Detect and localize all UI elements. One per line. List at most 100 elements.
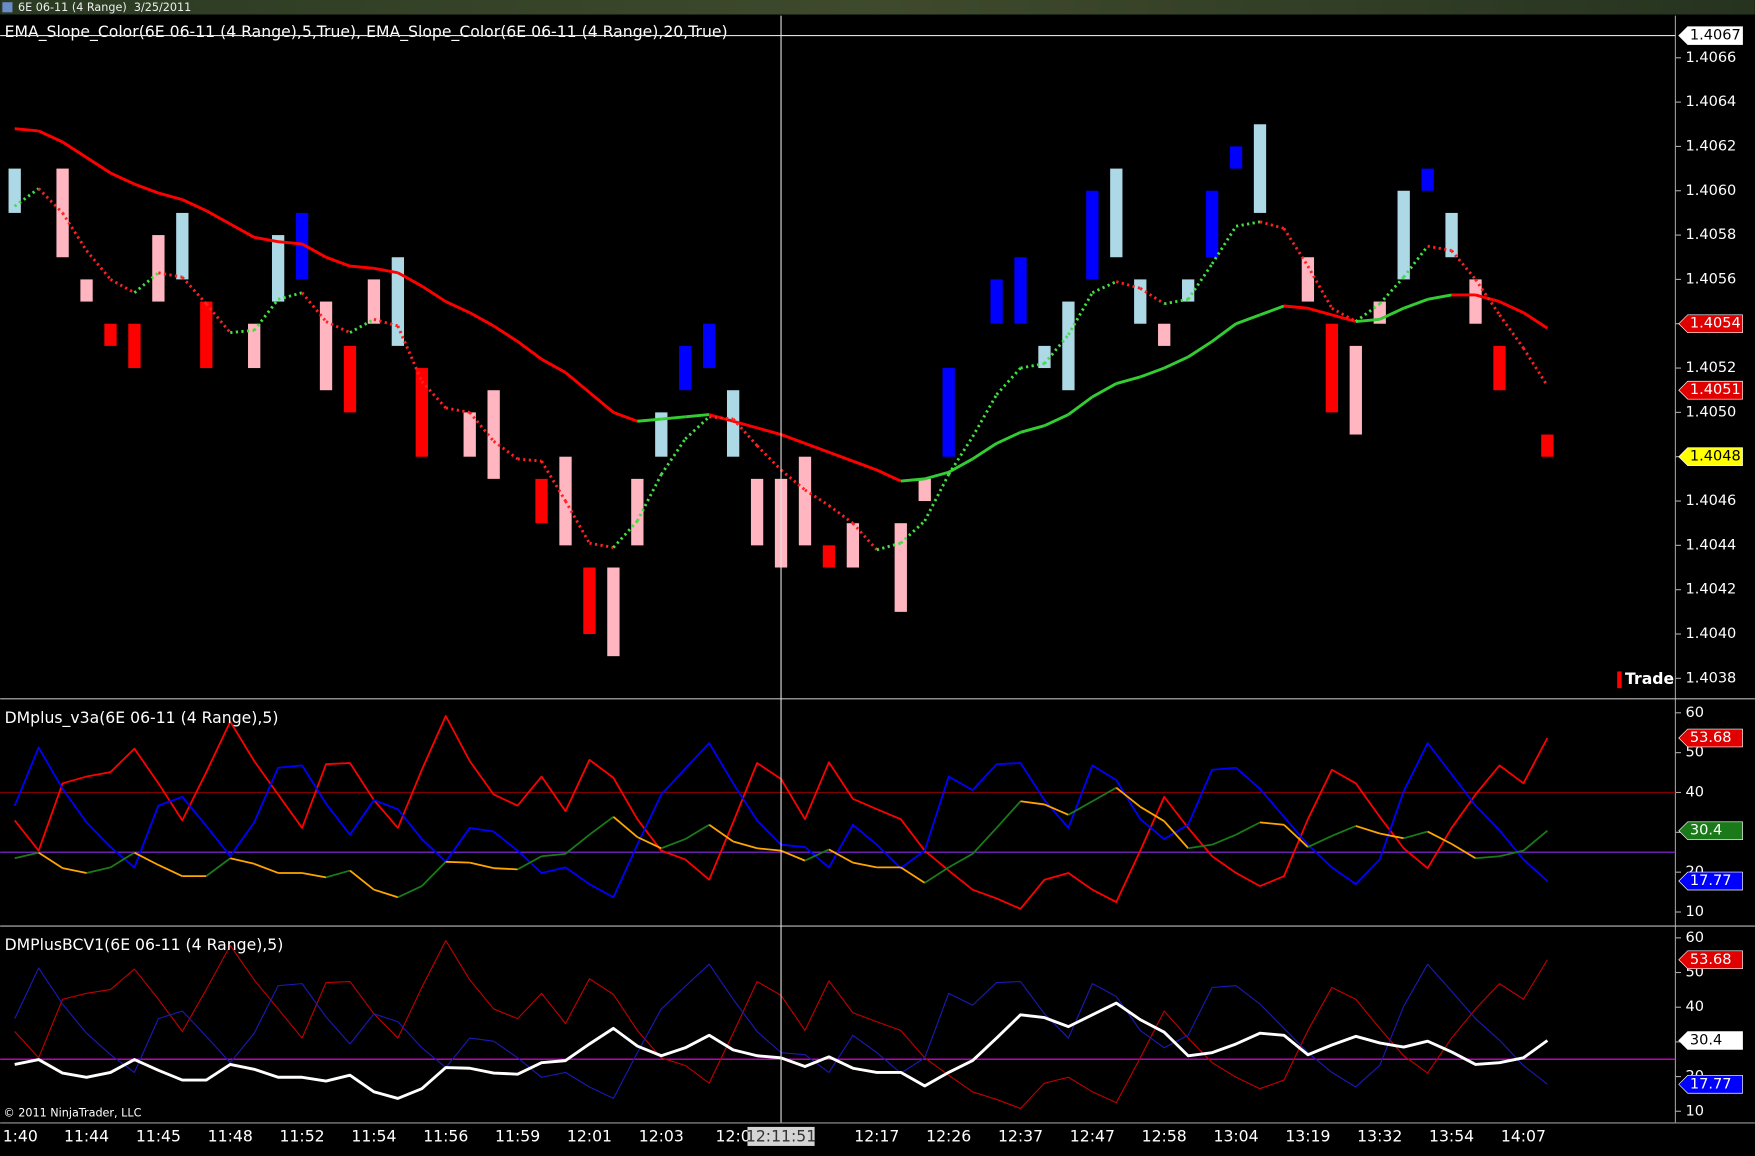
x-tick-label: 11:56 xyxy=(423,1126,468,1145)
window-icon xyxy=(2,2,13,13)
line-segment xyxy=(181,276,208,305)
price-bar xyxy=(535,478,548,524)
line-segment xyxy=(301,872,327,879)
line-segment xyxy=(1259,220,1285,230)
line-segment xyxy=(134,851,159,866)
price-bar xyxy=(703,323,716,369)
line-segment xyxy=(1451,843,1476,859)
line-segment xyxy=(876,541,902,552)
line-segment xyxy=(971,442,998,461)
price-bar xyxy=(391,257,405,346)
line-segment xyxy=(1235,821,1261,836)
line-segment xyxy=(660,438,687,476)
price-bar xyxy=(1493,345,1506,391)
price-bar xyxy=(822,545,836,568)
line-segment xyxy=(995,800,1022,829)
value-marker xyxy=(1678,950,1743,970)
line-segment xyxy=(1475,293,1500,303)
x-tick-label: 12:47 xyxy=(1070,1126,1115,1145)
line-segment xyxy=(1186,263,1214,301)
line-segment xyxy=(1020,362,1045,370)
y-tick-label: 1.4050 xyxy=(1685,404,1736,420)
line-segment xyxy=(804,848,830,862)
line-segment xyxy=(804,442,830,454)
chart-background xyxy=(0,14,1755,1156)
y-tick-label: 1.4044 xyxy=(1685,537,1736,553)
line-segment xyxy=(1235,313,1261,326)
line-segment xyxy=(38,129,64,144)
line-segment xyxy=(1355,317,1380,323)
value-marker-label: 1.4054 xyxy=(1690,316,1741,332)
price-bar xyxy=(583,567,596,635)
line-segment xyxy=(1091,280,1117,295)
price-bar xyxy=(1541,434,1554,457)
x-tick-label: 11:45 xyxy=(136,1126,181,1145)
line-segment xyxy=(1210,225,1238,265)
line-segment xyxy=(661,415,686,421)
line-segment xyxy=(277,240,303,246)
line-segment xyxy=(492,324,519,343)
line-segment xyxy=(732,418,759,447)
y-tick-label: 10 xyxy=(1685,1103,1704,1119)
line-segment xyxy=(38,851,64,869)
y-tick-label: 1.4064 xyxy=(1685,94,1736,110)
price-bar xyxy=(176,212,189,280)
line-segment xyxy=(1163,297,1189,306)
line-segment xyxy=(1235,220,1261,228)
line-segment xyxy=(828,848,854,864)
line-segment xyxy=(876,468,902,483)
line-segment xyxy=(1450,249,1477,281)
line-segment xyxy=(109,278,136,294)
x-tick-label: 13:32 xyxy=(1357,1126,1402,1145)
line-segment xyxy=(14,127,39,133)
line-segment xyxy=(1283,824,1309,848)
line-segment xyxy=(1259,304,1285,317)
y-tick-label: 1.4046 xyxy=(1685,493,1736,509)
line-segment xyxy=(62,867,87,874)
price-bar xyxy=(200,301,213,369)
line-segment xyxy=(684,823,710,840)
line-segment xyxy=(1307,835,1333,848)
line-segment xyxy=(1139,366,1165,379)
line-segment xyxy=(1307,306,1333,317)
x-tick-label: 13:54 xyxy=(1429,1126,1474,1145)
line-segment xyxy=(397,885,423,899)
value-marker-label: 1.4051 xyxy=(1690,382,1741,398)
price-bar xyxy=(1086,190,1099,280)
line-segment xyxy=(205,209,231,226)
line-segment xyxy=(780,433,806,445)
price-bar xyxy=(726,390,740,457)
price-bar xyxy=(1181,279,1195,302)
line-segment xyxy=(971,827,998,855)
value-marker xyxy=(1678,380,1743,400)
price-bar xyxy=(8,168,21,213)
price-bar xyxy=(271,235,285,302)
price-bar xyxy=(750,478,764,546)
line-segment xyxy=(1427,293,1452,301)
line-segment xyxy=(516,340,543,361)
line-segment xyxy=(924,470,950,481)
price-bar xyxy=(1445,212,1458,258)
line-segment xyxy=(540,357,567,374)
line-segment xyxy=(517,855,542,871)
line-segment xyxy=(1115,787,1141,808)
line-segment xyxy=(756,847,782,852)
line-segment xyxy=(349,869,375,891)
line-segment xyxy=(1163,355,1189,370)
line-segment xyxy=(995,367,1022,396)
line-segment xyxy=(493,867,518,871)
line-segment xyxy=(517,457,542,463)
line-segment xyxy=(1402,245,1429,279)
x-tick-label: 11:52 xyxy=(280,1126,325,1145)
line-segment xyxy=(971,393,998,438)
y-tick-label: 1.4062 xyxy=(1685,138,1736,154)
line-segment xyxy=(1043,413,1070,427)
y-tick-label: 40 xyxy=(1685,999,1704,1015)
line-segment xyxy=(756,444,783,472)
line-segment xyxy=(924,866,950,884)
line-segment xyxy=(1091,786,1117,803)
line-segment xyxy=(1498,314,1525,349)
x-tick-label: 12:03 xyxy=(639,1126,684,1145)
price-bar xyxy=(343,345,357,413)
